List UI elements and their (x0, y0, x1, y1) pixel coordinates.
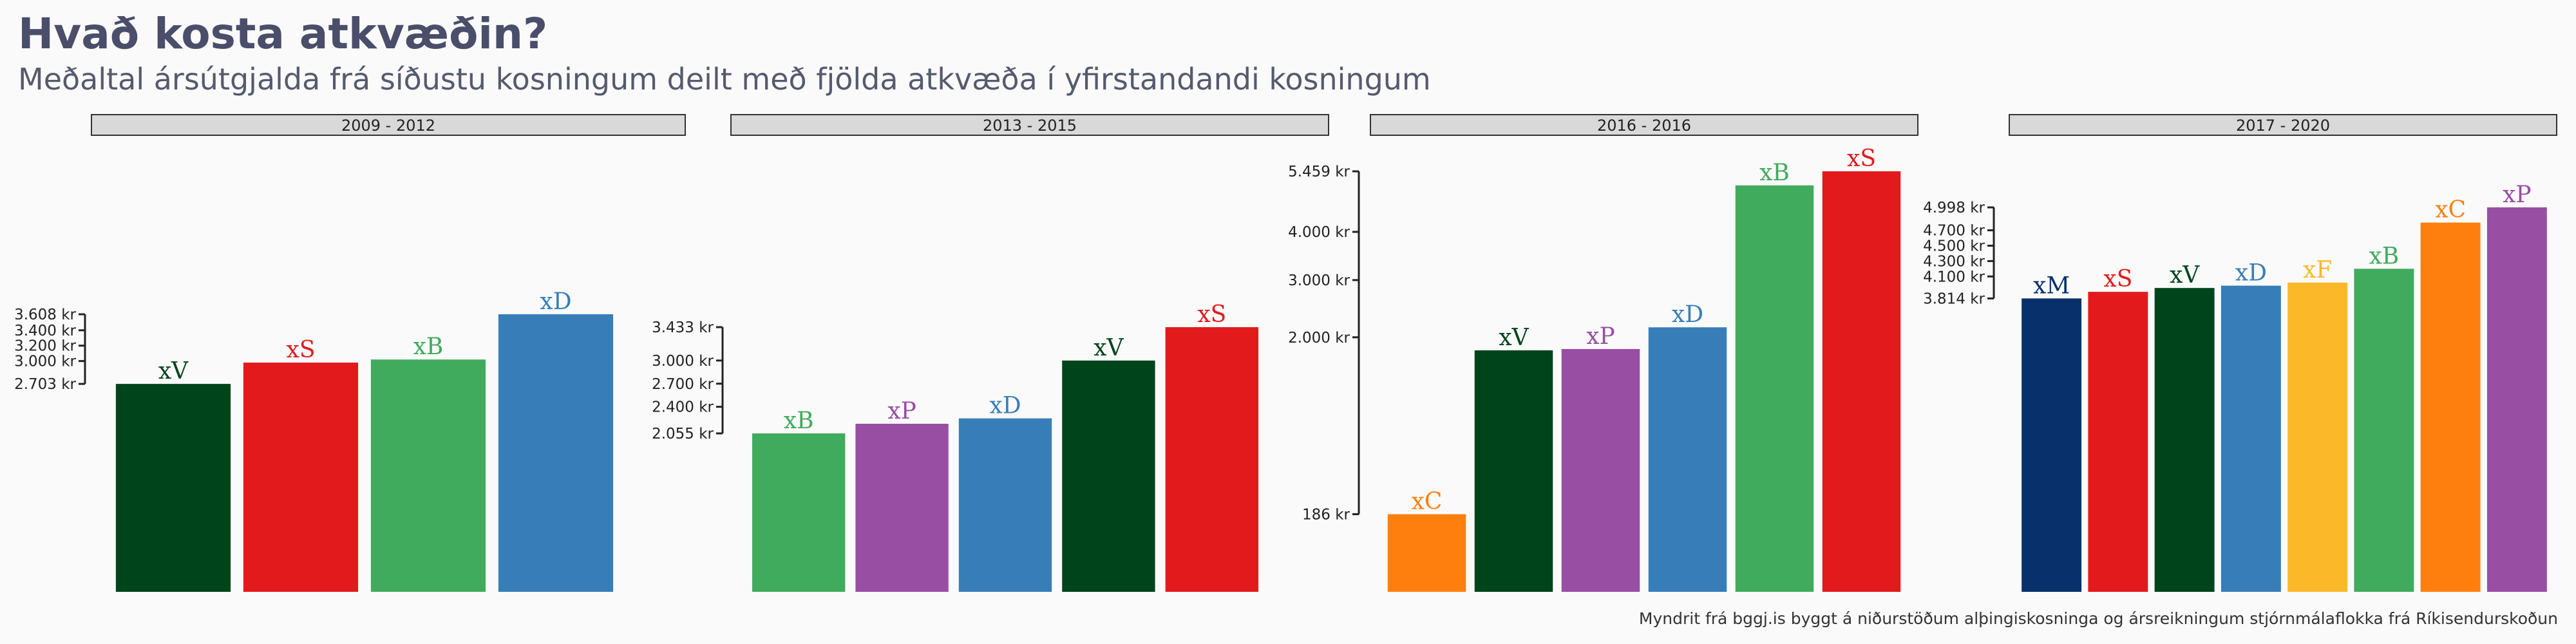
facet-title: 2017 - 2020 (2236, 117, 2330, 135)
bar-xD (2221, 285, 2281, 592)
bar-label: xV (158, 358, 189, 384)
bar-xB (370, 359, 486, 592)
bar-label: xM (2033, 272, 2070, 299)
bar-xV (1062, 360, 1155, 592)
y-tick-label: 3.000 kr (652, 353, 714, 370)
y-tick-label: 3.814 kr (1923, 290, 1985, 307)
bar-label: xS (287, 337, 316, 363)
bar-xV (1474, 350, 1553, 592)
bar-label: xD (989, 393, 1021, 419)
bar-xP (2486, 207, 2547, 592)
bar-xS (1822, 171, 1901, 592)
bar-label: xD (540, 289, 571, 315)
bar-label: xS (1197, 301, 1226, 328)
bar-xB (2354, 269, 2414, 592)
bar-xS (243, 363, 359, 592)
bar-label: xP (2503, 182, 2532, 208)
chart-title: Hvað kosta atkvæðin? (18, 9, 548, 59)
bar-label: xB (2369, 243, 2399, 269)
bar-xP (1561, 348, 1640, 592)
chart-panel-3: 2016 - 2016 186 kr 2.000 kr 3.000 kr 4.000 k… (1288, 114, 1918, 592)
bar-xD (498, 314, 614, 592)
bar-xD (958, 418, 1052, 592)
facet-title: 2016 - 2016 (1597, 117, 1691, 135)
source-caption: Myndrit frá bggj.is byggt á niðurstöðum … (1638, 609, 2558, 628)
y-tick-label: 3.400 kr (14, 323, 76, 339)
y-tick-label: 2.703 kr (14, 376, 76, 393)
y-tick-label: 4.000 kr (1288, 224, 1350, 241)
bar-xC (1387, 514, 1466, 592)
bar-label: xC (1412, 488, 1443, 515)
bar-label: xV (2170, 262, 2200, 289)
bar-label: xF (2303, 257, 2332, 283)
bar-xB (1735, 185, 1814, 592)
bar-label: xS (2103, 266, 2132, 292)
facet-title: 2013 - 2015 (983, 117, 1077, 135)
y-tick-label: 2.400 kr (652, 399, 714, 416)
bar-label: xB (1759, 160, 1790, 186)
bar-label: xV (1094, 335, 1124, 361)
bar-label: xB (413, 334, 444, 360)
bar-xC (2420, 222, 2481, 592)
chart-subtitle: Meðaltal ársútgjalda frá síðustu kosning… (18, 62, 1431, 97)
y-tick-label: 4.100 kr (1923, 269, 1985, 285)
y-tick-label: 4.700 kr (1923, 223, 1985, 240)
chart-panel-2: 2013 - 2015 2.055 kr 2.400 kr 2.700 kr 3.000… (652, 114, 1329, 592)
bar-xM (2022, 298, 2082, 592)
y-tick-label: 3.200 kr (14, 338, 76, 355)
chart-panel-4: 2017 - 2020 3.814 kr 4.100 kr4.300 kr4.500… (1923, 114, 2557, 592)
bar-label: xB (784, 408, 814, 434)
y-tick-label: 5.459 kr (1288, 164, 1350, 180)
y-tick-label: 186 kr (1302, 506, 1350, 523)
y-tick-label: 4.500 kr (1923, 238, 1985, 254)
y-tick-label: 4.300 kr (1923, 253, 1985, 270)
bar-label: xD (1672, 301, 1703, 328)
y-tick-label: 2.700 kr (652, 376, 714, 393)
bar-label: xD (2235, 260, 2267, 287)
y-tick-label: 3.000 kr (14, 354, 76, 370)
facet-strip (1370, 114, 1918, 136)
y-tick-label: 3.000 kr (1288, 272, 1350, 289)
y-tick-label: 2.000 kr (1288, 330, 1350, 346)
y-tick-label: 2.055 kr (652, 426, 714, 442)
y-tick-label: 3.608 kr (14, 307, 76, 323)
facet-strip (91, 114, 686, 136)
bar-xS (1165, 327, 1258, 592)
bar-label: xP (1586, 323, 1615, 350)
y-tick-label: 4.998 kr (1923, 200, 1985, 216)
bar-xV (2154, 288, 2215, 592)
bar-xD (1648, 327, 1727, 592)
bar-label: xS (1847, 146, 1876, 172)
facet-strip (2009, 114, 2557, 136)
bar-xV (115, 384, 231, 592)
bar-label: xV (1499, 325, 1529, 351)
chart-panel-1: 2009 - 2012 2.703 kr 3.000 kr3.200 kr3.400… (14, 114, 686, 592)
facet-strip (730, 114, 1329, 136)
bar-label: xC (2435, 197, 2466, 223)
y-tick-label: 3.433 kr (652, 319, 714, 336)
bar-xB (752, 433, 846, 592)
bar-label: xP (887, 398, 916, 424)
facet-title: 2009 - 2012 (341, 117, 435, 135)
bar-xS (2088, 292, 2148, 592)
bar-xF (2287, 282, 2348, 592)
bar-xP (855, 424, 949, 592)
